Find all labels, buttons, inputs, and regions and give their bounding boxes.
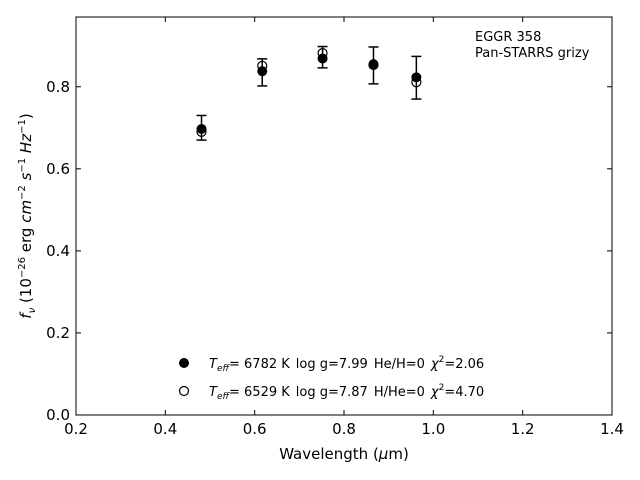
y-tick-label: 0.2: [46, 324, 70, 342]
x-tick-label: 0.8: [332, 420, 356, 438]
legend-marker-filled: [179, 358, 189, 368]
x-tick-label: 1.4: [600, 420, 624, 438]
x-tick-label: 0.2: [64, 420, 88, 438]
point-open: [317, 48, 328, 59]
point-open: [196, 126, 207, 137]
point-filled: [317, 53, 328, 64]
point-open: [411, 77, 422, 88]
plot-area: 0.2 0.4 0.6 0.8 1.0 1.2 1.40.00.20.40.60.8: [46, 16, 624, 438]
annotation-object: EGGR 358: [475, 30, 541, 45]
x-tick-label: 0.4: [153, 420, 177, 438]
y-tick-label: 0.4: [46, 242, 70, 260]
y-axis-title: fν (10−26 erg cm−2 s−1 Hz−1): [17, 113, 38, 318]
point-open: [257, 60, 268, 71]
y-tick-label: 0.0: [46, 406, 70, 424]
x-tick-label: 0.6: [243, 420, 267, 438]
point-filled: [196, 124, 207, 135]
y-tick-label: 0.8: [46, 78, 70, 96]
point-open: [368, 59, 379, 71]
x-tick-label: 1.2: [511, 420, 535, 438]
y-tick-label: 0.6: [46, 160, 70, 178]
point-filled: [257, 66, 268, 77]
x-tick-label: 1.0: [421, 420, 445, 438]
x-axis-title: Wavelength (μm): [279, 445, 409, 463]
annotation-filters: Pan-STARRS grizy: [475, 46, 590, 61]
legend-marker-open: [178, 385, 190, 397]
